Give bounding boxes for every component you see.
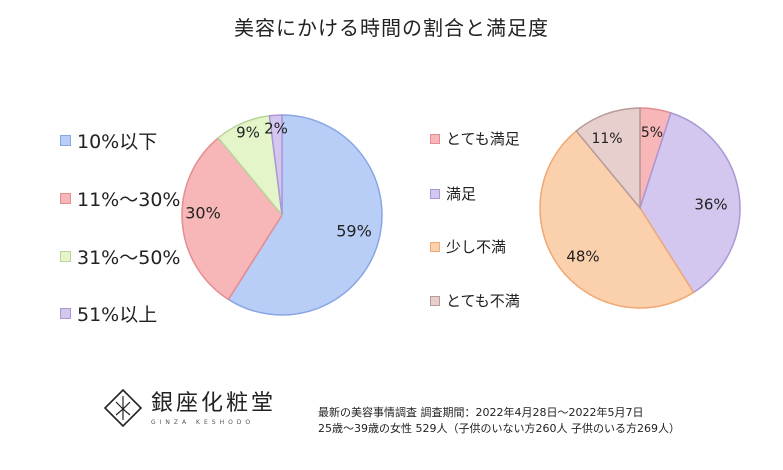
legend-swatch bbox=[60, 193, 71, 204]
legend-swatch bbox=[430, 188, 440, 199]
satisfaction-slice-3 bbox=[575, 107, 641, 211]
legend-item-slightly-dissatisfied: 少し不満 bbox=[430, 236, 506, 257]
satisfaction-data-label-0: 5% bbox=[641, 125, 663, 141]
legend-swatch bbox=[60, 308, 71, 319]
time-ratio-data-label-0: 59% bbox=[336, 222, 372, 241]
legend-item-10-or-less: 10%以下 bbox=[60, 127, 157, 154]
footnote-line-2: 25歳〜39歳の女性 529人（子供のいない方260人 子供のいる方269人） bbox=[318, 422, 680, 435]
logo-name: 銀座化粧堂 bbox=[151, 390, 277, 416]
logo-subtitle: GINZA KESHODO bbox=[151, 418, 255, 426]
legend-item-31-50: 31%〜50% bbox=[60, 243, 180, 270]
time-ratio-data-label-2: 9% bbox=[236, 124, 260, 142]
footnote-line-1: 最新の美容事情調査 調査期間：2022年4月28日〜2022年5月7日 bbox=[318, 406, 644, 419]
satisfaction-data-label-2: 48% bbox=[566, 248, 599, 266]
satisfaction-data-label-1: 36% bbox=[694, 196, 727, 214]
legend-item-very-dissatisfied: とても不満 bbox=[430, 290, 520, 311]
survey-footnote: 最新の美容事情調査 調査期間：2022年4月28日〜2022年5月7日 25歳〜… bbox=[318, 405, 680, 437]
pie-time-ratio: 59% 30% 9% 2% bbox=[181, 114, 383, 316]
legend-swatch bbox=[60, 135, 71, 146]
time-ratio-data-label-1: 30% bbox=[185, 204, 221, 223]
satisfaction-slice-2 bbox=[539, 129, 695, 309]
legend-swatch bbox=[430, 295, 440, 306]
legend-swatch bbox=[430, 133, 440, 144]
legend-swatch bbox=[60, 251, 71, 262]
satisfaction-slice-1 bbox=[639, 111, 741, 294]
legend-item-very-satisfied: とても満足 bbox=[430, 128, 520, 149]
chart-title: 美容にかける時間の割合と満足度 bbox=[234, 16, 549, 40]
time-ratio-data-label-3: 2% bbox=[264, 120, 288, 138]
brand-logo: 銀座化粧堂 GINZA KESHODO bbox=[103, 388, 276, 428]
legend-item-11-30: 11%〜30% bbox=[60, 185, 180, 212]
pie-satisfaction: 5% 36% 48% 11% bbox=[539, 107, 741, 309]
time-ratio-slice-3 bbox=[268, 114, 283, 216]
time-ratio-slice-0 bbox=[227, 114, 383, 316]
satisfaction-data-label-3: 11% bbox=[591, 131, 622, 147]
legend-item-51-or-more: 51%以上 bbox=[60, 300, 157, 327]
legend-swatch bbox=[430, 241, 440, 252]
time-ratio-slice-1 bbox=[181, 136, 283, 301]
legend-item-satisfied: 満足 bbox=[430, 183, 476, 204]
diamond-crest-icon bbox=[103, 388, 143, 428]
